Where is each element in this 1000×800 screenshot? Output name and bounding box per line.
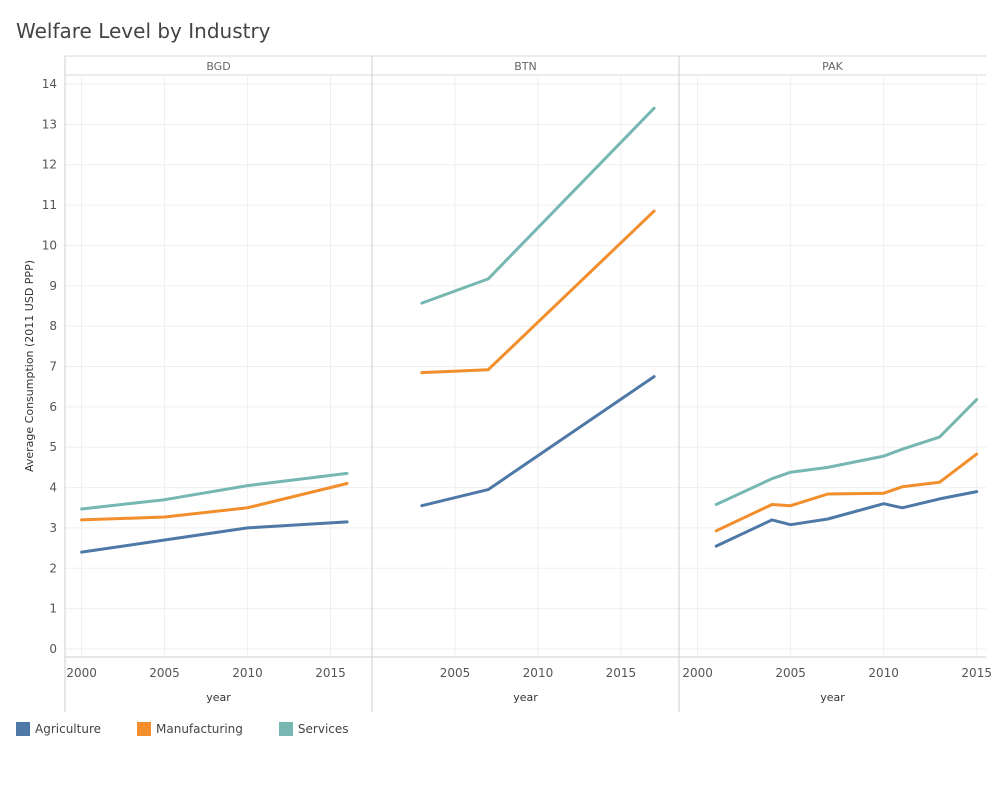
y-axis-title: Average Consumption (2011 USD PPP): [23, 260, 36, 472]
series-line-manufacturing: [420, 209, 656, 375]
legend-label: Agriculture: [35, 722, 101, 736]
y-tick-label: 2: [49, 561, 57, 575]
series-line-agriculture: [80, 520, 349, 554]
y-tick-label: 5: [49, 440, 57, 454]
legend-item-agriculture[interactable]: Agriculture: [16, 722, 101, 736]
series-line-services: [714, 398, 979, 506]
x-axis-title: year: [820, 691, 845, 704]
y-tick-label: 8: [49, 319, 57, 333]
y-tick-label: 1: [49, 602, 57, 616]
x-tick-label: 2005: [775, 666, 806, 680]
x-tick-label: 2010: [232, 666, 263, 680]
y-tick-label: 3: [49, 521, 57, 535]
x-tick-label: 2005: [440, 666, 471, 680]
legend-swatch: [137, 722, 151, 736]
chart-title: Welfare Level by Industry: [16, 19, 271, 43]
y-tick-label: 4: [49, 481, 57, 495]
legend-label: Manufacturing: [156, 722, 243, 736]
y-tick-label: 12: [42, 158, 57, 172]
x-tick-label: 2015: [961, 666, 992, 680]
series-line-manufacturing: [714, 452, 979, 533]
x-tick-label: 2000: [682, 666, 713, 680]
legend-item-services[interactable]: Services: [278, 722, 349, 736]
y-tick-label: 13: [42, 117, 57, 131]
legend-label: Services: [297, 722, 349, 736]
x-tick-label: 2015: [606, 666, 637, 680]
series-line-services: [80, 471, 349, 511]
y-tick-label: 14: [42, 77, 57, 91]
panel-label: BTN: [514, 60, 537, 73]
x-tick-label: 2000: [66, 666, 97, 680]
legend-swatch: [278, 722, 293, 736]
x-axis-title: year: [513, 691, 538, 704]
panel-label: BGD: [206, 60, 230, 73]
legend: Agriculture Manufacturing Services: [16, 722, 385, 736]
y-tick-label: 9: [49, 279, 57, 293]
series-line-agriculture: [420, 375, 656, 508]
y-tick-label: 11: [42, 198, 57, 212]
y-tick-label: 0: [49, 642, 57, 656]
y-tick-label: 7: [49, 360, 57, 374]
panel-label: PAK: [822, 60, 843, 73]
x-axis-title: year: [206, 691, 231, 704]
series-line-services: [420, 106, 656, 305]
x-tick-label: 2015: [315, 666, 346, 680]
legend-swatch: [16, 722, 30, 736]
series-line-agriculture: [714, 490, 979, 548]
y-tick-label: 6: [49, 400, 57, 414]
x-tick-label: 2005: [149, 666, 180, 680]
x-tick-label: 2010: [868, 666, 899, 680]
x-tick-label: 2010: [523, 666, 554, 680]
series-line-manufacturing: [80, 482, 349, 522]
legend-item-manufacturing[interactable]: Manufacturing: [137, 722, 243, 736]
y-tick-label: 10: [42, 238, 57, 252]
